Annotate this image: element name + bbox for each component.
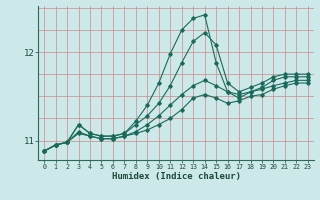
X-axis label: Humidex (Indice chaleur): Humidex (Indice chaleur) bbox=[111, 172, 241, 181]
